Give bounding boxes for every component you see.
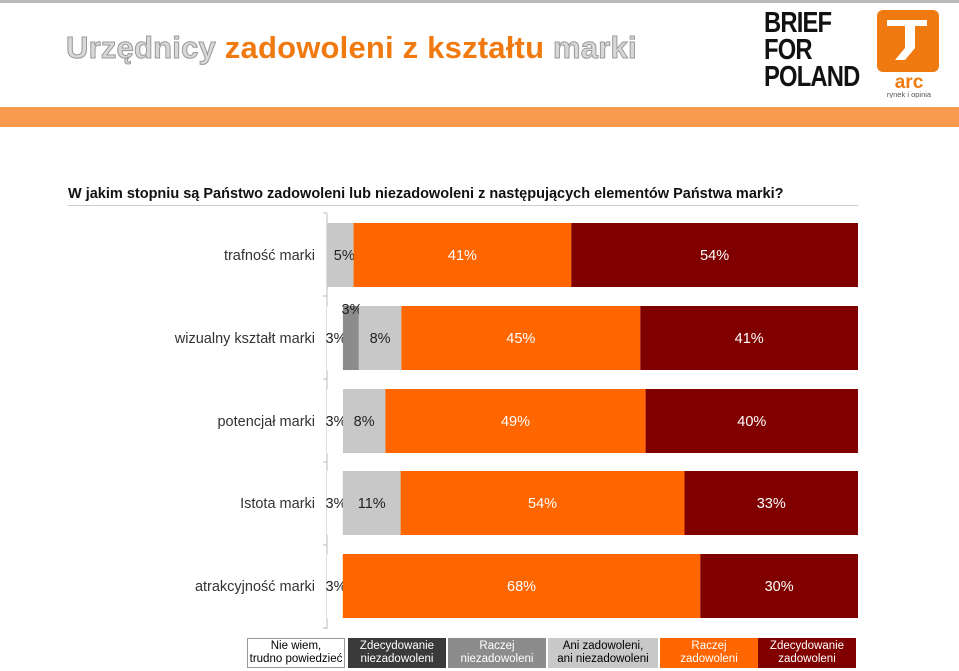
bar-segment [327, 554, 343, 618]
data-label: 8% [354, 414, 375, 430]
header-band [0, 107, 959, 127]
arc-logo-tagline: rynek i opinia [887, 90, 932, 98]
legend-label: Raczej zadowoleni [680, 640, 738, 665]
arc-logo-text: arc [895, 72, 924, 93]
legend-label: Nie wiem, trudno powiedzieć [249, 640, 343, 665]
legend-item: Zdecydowanie niezadowoleni [348, 638, 446, 668]
legend-item: Nie wiem, trudno powiedzieć [247, 638, 345, 668]
data-label: 30% [765, 579, 794, 595]
data-label: 3% [326, 331, 347, 347]
arc-logo: arc rynek i opinia [877, 10, 939, 98]
question-divider [68, 205, 858, 206]
logo-line-1: BRIEF [764, 7, 832, 39]
category-label: atrakcyjność marki [195, 579, 315, 595]
bar-segment [571, 223, 858, 287]
category-label: potencjał marki [217, 414, 315, 430]
survey-question: W jakim stopniu są Państwo zadowoleni lu… [68, 186, 784, 202]
data-label: 8% [370, 331, 391, 347]
title-part-1: Urzędnicy [66, 30, 217, 66]
legend-item: Zdecydowanie zadowoleni [758, 638, 856, 668]
data-label: 49% [501, 414, 530, 430]
bar-segment [327, 471, 343, 535]
data-label: 41% [448, 248, 477, 264]
category-label: Istota marki [240, 496, 315, 512]
bar-segment [353, 223, 572, 287]
bar-segment [342, 306, 359, 370]
data-label: 41% [735, 331, 764, 347]
legend-label: Zdecydowanie zadowoleni [769, 640, 845, 665]
bar-segment [400, 471, 685, 535]
data-label: 40% [737, 414, 766, 430]
bar-segment [358, 306, 402, 370]
legend-label: Zdecydowanie niezadowoleni [359, 640, 435, 665]
data-label: 3% [326, 496, 347, 512]
bar-segment [401, 306, 641, 370]
legend-label: Raczej niezadowoleni [460, 640, 534, 665]
legend-label: Ani zadowoleni, ani niezadowoleni [557, 640, 649, 665]
top-rule [0, 0, 959, 3]
bar-segment [645, 389, 858, 453]
bar-segment [327, 223, 354, 287]
data-label: 45% [506, 331, 535, 347]
bar-segment [640, 306, 858, 370]
data-label: 3% [342, 302, 363, 318]
bar-segment [385, 389, 646, 453]
title-part-2: zadowoleni z kształtu [224, 30, 545, 65]
arc-logo-mark [887, 20, 927, 60]
page-title: Urzędnicy zadowoleni z kształtu marki [66, 30, 638, 66]
legend-item: Raczej niezadowoleni [448, 638, 546, 668]
data-label: 33% [757, 496, 786, 512]
title-part-3: marki [553, 30, 638, 66]
bar-segment [342, 554, 701, 618]
legend-item: Raczej zadowoleni [660, 638, 758, 668]
bar-segment [342, 471, 401, 535]
legend-item: Ani zadowoleni, ani niezadowoleni [548, 638, 658, 668]
bar-segment [700, 554, 858, 618]
category-label: trafność marki [224, 248, 315, 264]
data-label: 68% [507, 579, 536, 595]
bar-segment [327, 389, 343, 453]
bar-segment [342, 389, 386, 453]
data-label: 54% [528, 496, 557, 512]
category-label: wizualny kształt marki [174, 331, 315, 347]
bar-segment [684, 471, 858, 535]
data-label: 11% [358, 496, 386, 512]
data-label: 3% [326, 414, 347, 430]
bar-segment [327, 306, 343, 370]
data-label: 5% [334, 248, 355, 264]
data-label: 54% [700, 248, 729, 264]
data-label: 3% [326, 579, 347, 595]
logo-line-2: FOR [764, 34, 813, 66]
